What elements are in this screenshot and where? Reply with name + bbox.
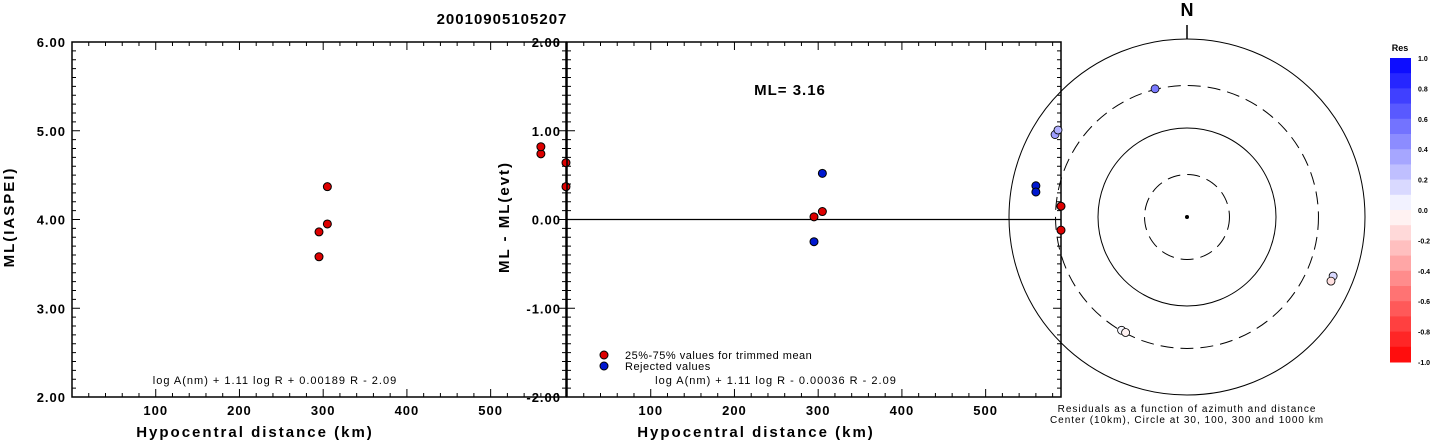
y-tick-label: 3.00 (37, 301, 66, 316)
colorbar-segment (1390, 301, 1411, 317)
x-tick-label: 300 (311, 403, 336, 418)
colorbar-title: Res (1392, 43, 1409, 53)
x-tick-label: 400 (890, 403, 915, 418)
legend-label: Rejected values (625, 361, 711, 373)
colorbar-label: -0.4 (1418, 269, 1430, 276)
data-point (322, 182, 332, 192)
colorbar-segment (1390, 88, 1411, 105)
distance-ring (1055, 85, 1319, 349)
x-tick-label: 500 (973, 403, 998, 418)
colorbar-segment (1390, 346, 1411, 363)
distance-ring (1144, 174, 1230, 260)
epicenter-dot (1185, 215, 1189, 219)
y-tick-label: 2.00 (532, 35, 561, 50)
colorbar-segment (1390, 73, 1411, 89)
colorbar-label: 0.4 (1418, 147, 1428, 154)
y-axis-label: ML - ML(evt) (496, 161, 513, 273)
y-tick-label: 0.00 (532, 213, 561, 228)
data-point (536, 142, 546, 152)
data-point (561, 158, 571, 168)
colorbar-segment (1390, 164, 1411, 181)
colorbar-segment (1390, 286, 1411, 302)
colorbar-label: -0.2 (1418, 238, 1430, 245)
data-point (1056, 201, 1066, 211)
x-tick-label: 100 (638, 403, 663, 418)
polar-caption-line1: Residuals as a function of azimuth and d… (1058, 404, 1317, 415)
colorbar-segment (1390, 134, 1411, 150)
colorbar-label: -0.8 (1418, 330, 1430, 337)
distance-ring (1097, 127, 1277, 307)
residual-colorbar: Res 1.0 0.8 0.6 0.4 0.2 0.0 -0.2 -0.4 -0.6 -0.8 -1… (1390, 43, 1430, 367)
data-point (817, 168, 827, 178)
colorbar-segment (1390, 270, 1411, 287)
station-residual-point (1150, 84, 1160, 94)
azimuth-residual-plot: N Residuals as a function of azimuth and… (1008, 0, 1366, 426)
y-tick-label: -1.00 (526, 301, 561, 316)
legend-label: 25%-75% values for trimmed mean (625, 350, 812, 362)
colorbar-label: 0.2 (1418, 178, 1428, 185)
colorbar-segment (1390, 255, 1411, 272)
data-point (809, 212, 819, 222)
x-tick-label: 100 (143, 403, 168, 418)
colorbar-label: -0.6 (1418, 299, 1430, 306)
station-residual-point (1326, 276, 1336, 286)
y-tick-label: 1.00 (532, 124, 561, 139)
legend-marker (599, 350, 609, 360)
y-tick-label: -2.00 (526, 390, 561, 405)
x-tick-label: 200 (722, 403, 747, 418)
x-axis-label: Hypocentral distance (km) (637, 424, 875, 441)
station-residual-point (1121, 328, 1130, 337)
y-tick-label: 2.00 (37, 390, 66, 405)
formula-text: log A(nm) + 1.11 log R + 0.00189 R - 2.0… (153, 375, 397, 387)
data-point (314, 252, 324, 262)
x-tick-label: 500 (478, 403, 503, 418)
colorbar-segment (1390, 179, 1411, 196)
data-point (1056, 225, 1066, 235)
y-tick-label: 6.00 (37, 35, 66, 50)
figure-title: 20010905105207 (437, 11, 568, 28)
data-point (561, 182, 571, 192)
polar-caption-line2: Center (10km), Circle at 30, 100, 300 an… (1050, 415, 1324, 426)
data-point (314, 227, 324, 237)
data-point (1031, 187, 1041, 197)
y-axis-label: ML(IASPEI) (1, 167, 18, 268)
colorbar-segment (1390, 149, 1411, 165)
colorbar-label: 0.8 (1418, 86, 1428, 93)
x-tick-label: 300 (806, 403, 831, 418)
legend: 25%-75% values for trimmed meanRejected … (599, 350, 812, 373)
colorbar-label: 0.0 (1418, 208, 1428, 215)
y-tick-label: 4.00 (37, 213, 66, 228)
x-tick-label: 200 (227, 403, 252, 418)
colorbar-segment (1390, 103, 1411, 120)
colorbar-segment (1390, 316, 1411, 333)
x-axis-label: Hypocentral distance (km) (136, 424, 374, 441)
colorbar-segment (1390, 331, 1411, 348)
colorbar-segment (1390, 118, 1411, 135)
station-residual-point (1053, 125, 1063, 135)
data-point (817, 207, 827, 217)
colorbar-segment (1390, 194, 1411, 211)
ml-value-annotation: ML= 3.16 (754, 82, 826, 99)
colorbar-segment (1390, 225, 1411, 241)
formula-text: log A(nm) + 1.11 log R - 0.00036 R - 2.0… (655, 375, 897, 387)
north-label: N (1181, 0, 1194, 20)
legend-marker (599, 361, 609, 371)
plot-frame (71, 41, 567, 398)
data-point (809, 237, 819, 247)
colorbar-segment (1390, 210, 1411, 226)
colorbar-label: -1.0 (1418, 360, 1430, 367)
colorbar-label: 0.6 (1418, 117, 1428, 124)
colorbar-label: 1.0 (1418, 56, 1428, 63)
ml-vs-distance-plot: ML(IASPEI) Hypocentral distance (km) log… (1, 35, 571, 441)
x-tick-label: 400 (395, 403, 420, 418)
y-tick-label: 5.00 (37, 124, 66, 139)
data-point (322, 219, 332, 229)
colorbar-segment (1390, 240, 1411, 257)
ml-residual-vs-distance-plot: ML - ML(evt) Hypocentral distance (km) M… (496, 35, 1066, 441)
colorbar-segment (1390, 58, 1411, 74)
